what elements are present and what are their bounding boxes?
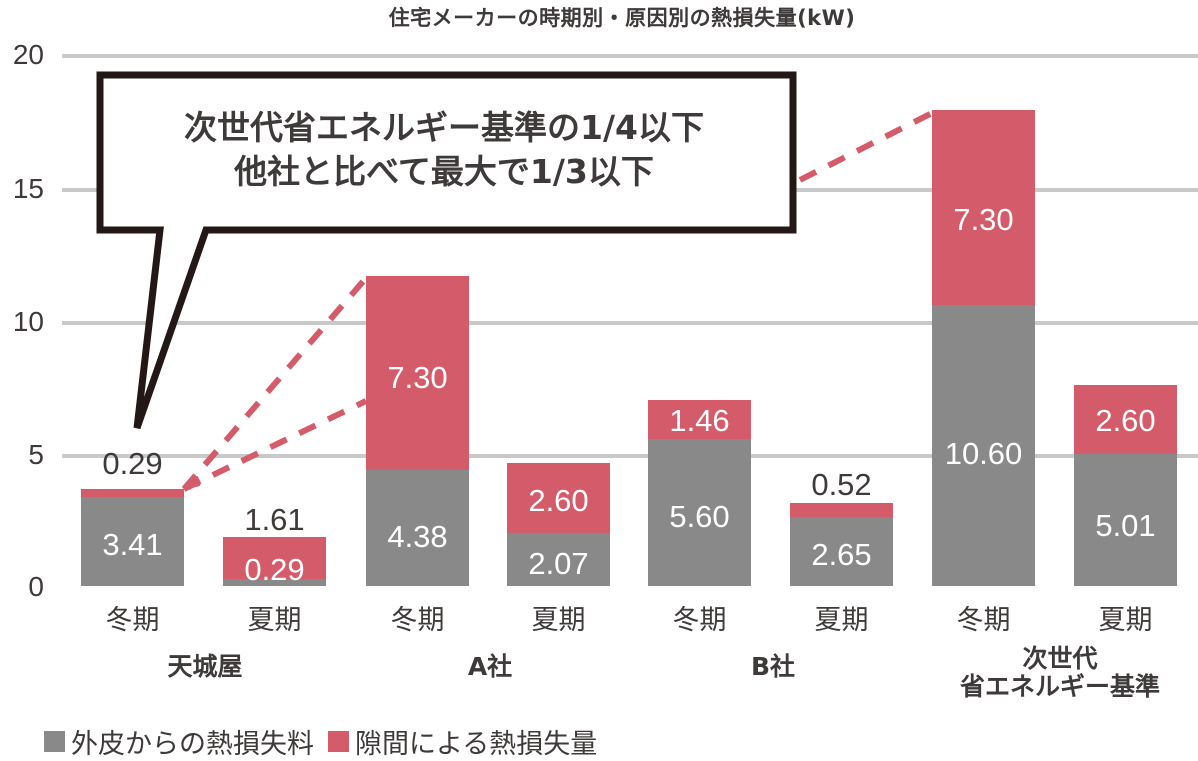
gridline-20 <box>62 54 1198 58</box>
bar-segment-gap <box>223 537 326 579</box>
bar-segment-envelope <box>507 533 610 586</box>
x-label-period: 冬期 <box>105 605 160 636</box>
dashed-line-to-a-mid <box>182 398 368 492</box>
group-label-line-2: 省エネルギー基準 <box>959 672 1160 701</box>
group-label-next-gen-standard: 次世代 省エネルギー基準 <box>900 645 1198 701</box>
legend-label: 隙間による熱損失量 <box>355 729 598 760</box>
legend-item-envelope[interactable]: 外皮からの熱損失料 <box>44 722 314 761</box>
y-tick-15: 15 <box>12 173 44 204</box>
value-label-envelope: 0.29 <box>244 552 305 587</box>
x-label-period: 夏期 <box>247 605 302 636</box>
value-label-envelope: 4.38 <box>387 519 448 554</box>
group-label-amagiya: 天城屋 <box>167 652 243 681</box>
bar-segment-envelope <box>790 517 893 586</box>
callout-text: 次世代省エネルギー基準の1/4以下 他社と比べて最大で1/3以下 <box>104 106 784 194</box>
bar-company-a-summer[interactable]: 2.60 2.07 <box>507 463 610 586</box>
dashed-line-to-a-top <box>181 276 369 491</box>
value-label-envelope: 5.60 <box>669 499 730 534</box>
bar-segment-envelope <box>81 497 184 586</box>
callout-box <box>96 71 797 430</box>
value-label-gap: 7.30 <box>953 202 1014 237</box>
legend-swatch-red-icon <box>328 731 349 752</box>
value-label-envelope: 3.41 <box>102 527 163 562</box>
bar-segment-envelope <box>1074 454 1177 586</box>
bar-segment-envelope <box>366 470 469 586</box>
value-label-gap: 2.60 <box>1095 403 1156 438</box>
bar-amagiya-winter[interactable]: 3.41 0.29 <box>81 448 184 586</box>
legend-swatch-gray-icon <box>44 731 65 752</box>
legend-label: 外皮からの熱損失料 <box>71 729 314 760</box>
dashed-line-origin-marker <box>182 476 200 490</box>
bar-segment-gap <box>648 400 751 439</box>
value-label-envelope: 2.07 <box>528 546 589 581</box>
legend-item-gap[interactable]: 隙間による熱損失量 <box>328 722 597 761</box>
y-tick-20: 20 <box>12 39 44 70</box>
value-label-gap: 1.61 <box>244 502 305 537</box>
value-label-envelope: 5.01 <box>1095 508 1156 543</box>
gridline-10 <box>62 321 1198 325</box>
bar-segment-gap <box>932 110 1035 305</box>
bar-segment-gap <box>790 503 893 517</box>
callout-line-1: 次世代省エネルギー基準の1/4以下 <box>184 108 704 147</box>
value-label-gap: 1.46 <box>669 403 730 438</box>
value-label-envelope: 10.60 <box>944 436 1023 471</box>
bar-company-b-winter[interactable]: 1.46 5.60 <box>648 400 751 586</box>
bar-segment-gap <box>366 276 469 470</box>
bar-segment-envelope <box>223 579 326 586</box>
value-label-gap: 0.29 <box>102 446 163 481</box>
y-tick-0: 0 <box>28 571 44 602</box>
x-label-period: 夏期 <box>1098 605 1153 636</box>
x-label-period: 夏期 <box>531 605 586 636</box>
comparison-dashed-lines <box>181 110 934 492</box>
group-label-company-b: B社 <box>750 652 796 681</box>
bar-company-a-winter[interactable]: 7.30 4.38 <box>366 276 469 586</box>
value-label-gap: 2.60 <box>528 483 589 518</box>
bar-company-b-summer[interactable]: 2.65 0.52 <box>790 469 893 586</box>
bar-segment-envelope <box>648 439 751 586</box>
callout-line-2: 他社と比べて最大で1/3以下 <box>234 152 654 191</box>
bar-next-gen-standard-summer[interactable]: 2.60 5.01 <box>1074 385 1177 586</box>
bar-segment-gap <box>507 463 610 533</box>
group-label-company-a: A社 <box>467 652 513 681</box>
gridline-5 <box>62 454 1198 458</box>
group-label-line-1: 次世代 <box>1022 644 1098 673</box>
bar-amagiya-summer[interactable]: 0.29 1.61 <box>223 504 326 587</box>
value-label-gap: 7.30 <box>387 360 448 395</box>
y-tick-10: 10 <box>12 306 44 337</box>
x-label-period: 夏期 <box>814 605 869 636</box>
value-label-envelope: 2.65 <box>811 537 872 572</box>
x-label-period: 冬期 <box>672 605 727 636</box>
bar-segment-gap <box>1074 385 1177 454</box>
x-label-period: 冬期 <box>390 605 445 636</box>
y-tick-5: 5 <box>28 439 44 470</box>
x-label-period: 冬期 <box>956 605 1011 636</box>
dashed-line-to-next-gen-top <box>798 110 934 183</box>
legend: 外皮からの熱損失料 隙間による熱損失量 <box>44 722 611 761</box>
bar-segment-envelope <box>932 305 1035 586</box>
bar-next-gen-standard-winter[interactable]: 7.30 10.60 <box>932 110 1035 586</box>
chart-title: 住宅メーカーの時期別・原因別の熱損失量(kW) <box>388 6 856 30</box>
value-label-gap: 0.52 <box>811 467 872 502</box>
bar-segment-gap <box>81 489 184 497</box>
